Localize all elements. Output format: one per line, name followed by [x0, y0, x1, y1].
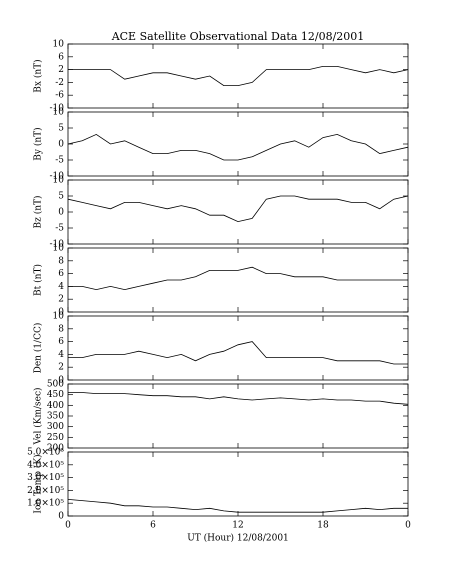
- y-tick-label: 2: [58, 295, 64, 305]
- y-axis-label: Ion Temp (K): [33, 454, 44, 513]
- y-tick-label: -5: [55, 224, 64, 234]
- y-tick-label: 10: [53, 312, 65, 322]
- panel-frame: [67, 111, 409, 177]
- y-tick-label: 0: [58, 208, 64, 218]
- y-tick-label: 2: [58, 65, 64, 75]
- y-tick-label: 10: [53, 244, 65, 254]
- y-tick-label: -6: [55, 91, 64, 101]
- data-line: [68, 266, 408, 291]
- y-tick-label: 4: [58, 350, 64, 360]
- y-tick-label: 450: [47, 390, 64, 400]
- x-tick-label: 18: [317, 521, 329, 531]
- y-tick-label: 2: [58, 363, 64, 373]
- data-line: [67, 133, 409, 161]
- panel-frame: [67, 315, 409, 381]
- y-tick-label: 8: [58, 256, 64, 266]
- y-axis-label: Bt (nT): [33, 264, 44, 296]
- y-tick-label: 6: [58, 269, 64, 279]
- y-tick-label: -10: [50, 104, 65, 114]
- y-tick-label: 0: [58, 140, 64, 150]
- data-line: [67, 195, 409, 223]
- y-tick-label: -10: [50, 240, 65, 250]
- y-tick-label: 300: [47, 422, 64, 432]
- y-tick-label: 0: [58, 308, 64, 318]
- data-line: [68, 392, 409, 405]
- y-tick-label: 5.0×10⁵: [27, 448, 64, 458]
- y-tick-label: 6: [58, 337, 64, 347]
- y-axis-label: Den (1/CC): [33, 323, 44, 374]
- data-line: [68, 66, 409, 86]
- y-tick-label: 0: [58, 376, 64, 386]
- data-line: [68, 341, 408, 365]
- y-tick-label: 5: [58, 124, 64, 134]
- x-tick-label: 12: [232, 521, 243, 531]
- y-tick-label: 5: [58, 192, 64, 202]
- panel-frame: [67, 179, 409, 245]
- y-tick-label: 2.0×10⁵: [27, 486, 64, 496]
- y-tick-label: -5: [55, 156, 64, 166]
- y-tick-label: 6: [58, 52, 64, 62]
- y-tick-label: 4.0×10⁵: [27, 460, 64, 470]
- y-axis-label: Vel (Km/sec): [33, 387, 44, 445]
- y-axis-label: By (nT): [33, 127, 44, 160]
- y-tick-label: 10: [53, 176, 65, 186]
- x-tick-label: 6: [150, 521, 156, 531]
- y-tick-label: 400: [47, 401, 64, 411]
- x-tick-label: 0: [65, 521, 71, 531]
- y-tick-label: 1.0×10⁵: [27, 499, 64, 509]
- y-tick-label: 8: [58, 324, 64, 334]
- y-tick-label: 250: [47, 433, 64, 443]
- y-tick-label: 10: [53, 40, 65, 50]
- y-tick-label: 0: [58, 512, 64, 522]
- y-tick-label: 200: [47, 444, 64, 454]
- y-tick-label: 500: [47, 380, 64, 390]
- y-tick-label: -10: [50, 172, 65, 182]
- y-tick-label: 10: [53, 108, 65, 118]
- panel-frame: [67, 43, 409, 109]
- x-tick-label: 0: [405, 521, 411, 531]
- y-tick-label: 350: [47, 412, 64, 422]
- y-axis-label: Bx (nT): [33, 59, 44, 92]
- data-line: [67, 499, 408, 513]
- y-axis-label: Bz (nT): [33, 195, 44, 228]
- x-axis-label: UT (Hour) 12/08/2001: [187, 533, 289, 544]
- panel-frame: [67, 451, 409, 517]
- y-tick-label: 3.0×10⁵: [27, 473, 64, 483]
- y-tick-label: -2: [55, 78, 64, 88]
- y-tick-label: 4: [58, 282, 64, 292]
- chart-title: ACE Satellite Observational Data 12/08/2…: [111, 30, 365, 43]
